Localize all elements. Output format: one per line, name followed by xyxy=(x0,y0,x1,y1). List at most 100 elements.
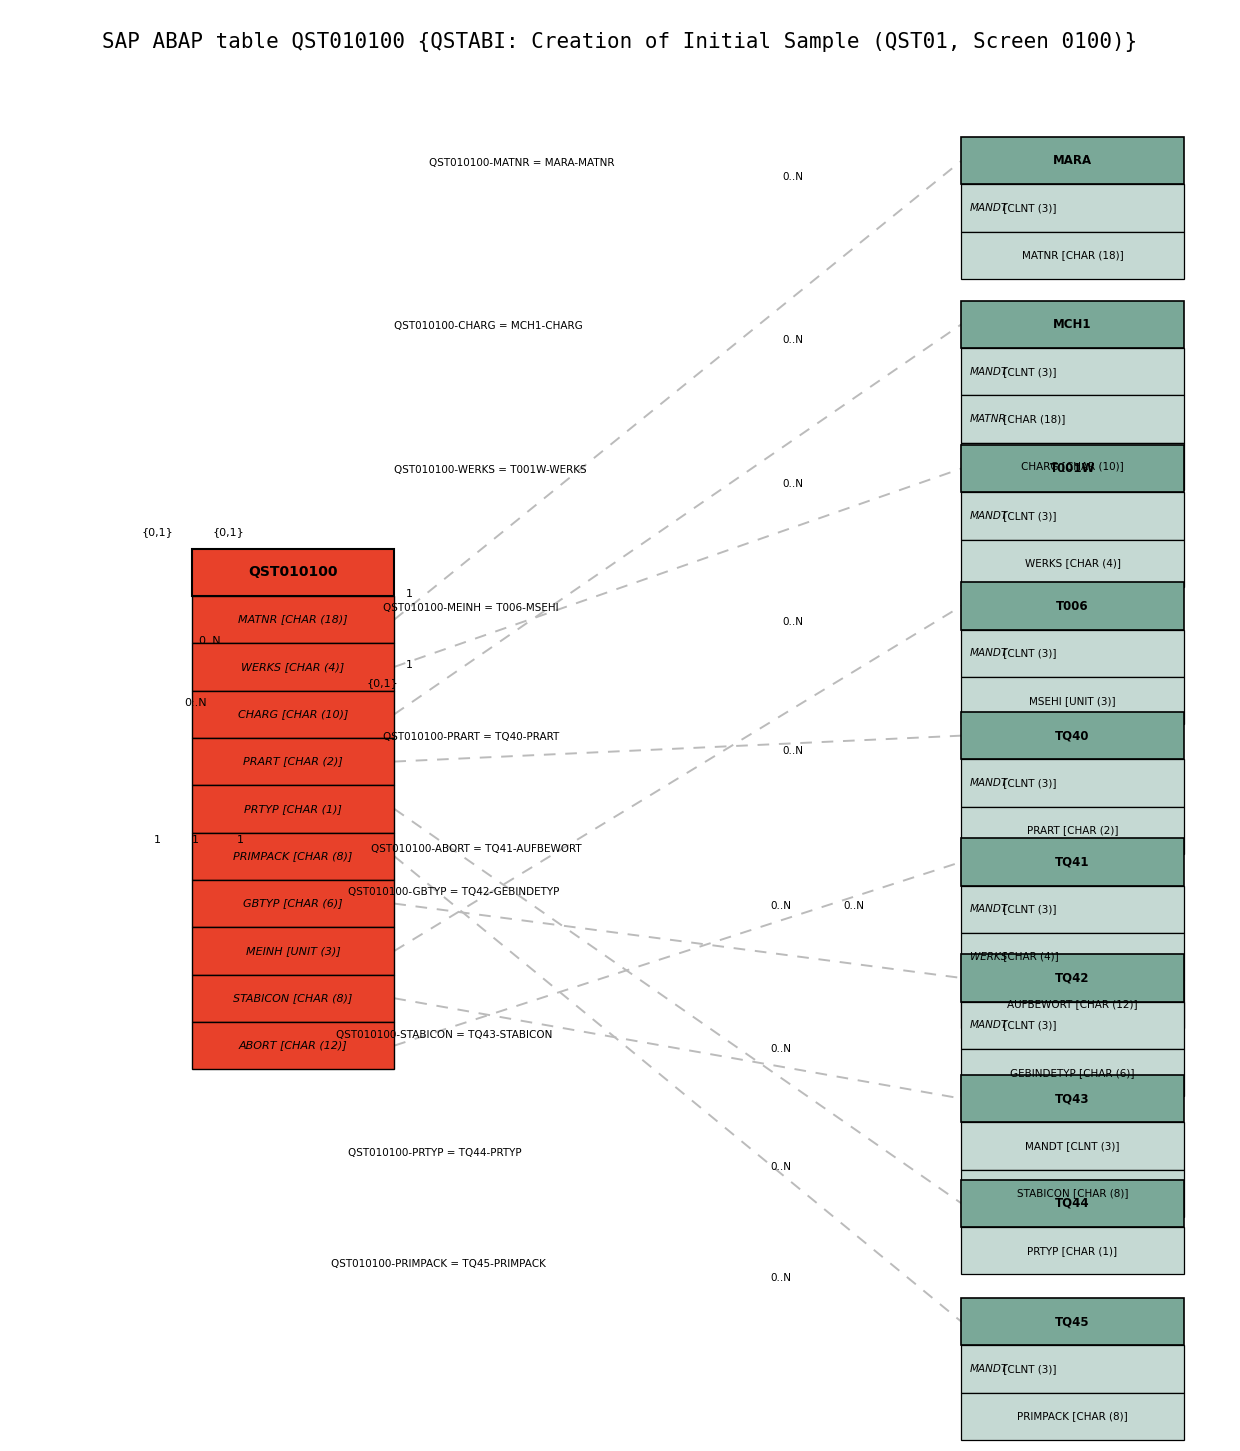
FancyBboxPatch shape xyxy=(961,395,1184,443)
FancyBboxPatch shape xyxy=(961,630,1184,678)
Text: TQ41: TQ41 xyxy=(1055,856,1090,868)
FancyBboxPatch shape xyxy=(192,596,394,643)
Text: [CLNT (3)]: [CLNT (3)] xyxy=(999,1364,1056,1374)
FancyBboxPatch shape xyxy=(192,879,394,927)
FancyBboxPatch shape xyxy=(192,785,394,833)
Text: [CHAR (18)]: [CHAR (18)] xyxy=(999,414,1065,424)
FancyBboxPatch shape xyxy=(961,981,1184,1027)
Text: 0..N: 0..N xyxy=(782,617,804,627)
FancyBboxPatch shape xyxy=(961,678,1184,724)
Text: STABICON [CHAR (8)]: STABICON [CHAR (8)] xyxy=(233,994,352,1003)
FancyBboxPatch shape xyxy=(192,975,394,1022)
Text: [CLNT (3)]: [CLNT (3)] xyxy=(999,367,1056,377)
FancyBboxPatch shape xyxy=(192,833,394,879)
FancyBboxPatch shape xyxy=(961,300,1184,348)
FancyBboxPatch shape xyxy=(192,691,394,739)
Text: QST010100-MEINH = T006-MSEHI: QST010100-MEINH = T006-MSEHI xyxy=(383,602,558,612)
FancyBboxPatch shape xyxy=(961,1345,1184,1393)
Text: 0..N: 0..N xyxy=(782,746,804,756)
FancyBboxPatch shape xyxy=(961,1001,1184,1049)
Text: GEBINDETYP [CHAR (6)]: GEBINDETYP [CHAR (6)] xyxy=(1011,1068,1135,1078)
Text: AUFBEWORT [CHAR (12)]: AUFBEWORT [CHAR (12)] xyxy=(1007,998,1138,1008)
Text: WERKS [CHAR (4)]: WERKS [CHAR (4)] xyxy=(1024,559,1121,569)
FancyBboxPatch shape xyxy=(961,933,1184,981)
FancyBboxPatch shape xyxy=(961,885,1184,933)
Text: MEINH [UNIT (3)]: MEINH [UNIT (3)] xyxy=(246,946,341,956)
Text: 0..N: 0..N xyxy=(770,901,791,911)
Text: 0..N: 0..N xyxy=(770,1043,791,1053)
Text: {0,1}: {0,1} xyxy=(141,527,172,537)
Text: QST010100-PRIMPACK = TQ45-PRIMPACK: QST010100-PRIMPACK = TQ45-PRIMPACK xyxy=(331,1259,546,1268)
Text: [CLNT (3)]: [CLNT (3)] xyxy=(999,904,1056,914)
Text: TQ40: TQ40 xyxy=(1055,730,1090,741)
FancyBboxPatch shape xyxy=(961,1170,1184,1217)
FancyBboxPatch shape xyxy=(192,1022,394,1069)
Text: [CLNT (3)]: [CLNT (3)] xyxy=(999,649,1056,659)
FancyBboxPatch shape xyxy=(961,443,1184,490)
FancyBboxPatch shape xyxy=(961,1049,1184,1097)
Text: 0..N: 0..N xyxy=(770,1162,791,1172)
Text: QST010100-WERKS = T001W-WERKS: QST010100-WERKS = T001W-WERKS xyxy=(394,466,587,476)
FancyBboxPatch shape xyxy=(192,739,394,785)
Text: QST010100-ABORT = TQ41-AUFBEWORT: QST010100-ABORT = TQ41-AUFBEWORT xyxy=(371,844,582,855)
Text: MANDT: MANDT xyxy=(970,1364,1008,1374)
Text: 1: 1 xyxy=(237,836,244,846)
Text: SAP ABAP table QST010100 {QSTABI: Creation of Initial Sample (QST01, Screen 0100: SAP ABAP table QST010100 {QSTABI: Creati… xyxy=(103,32,1137,52)
FancyBboxPatch shape xyxy=(192,927,394,975)
Text: MANDT: MANDT xyxy=(970,649,1008,659)
FancyBboxPatch shape xyxy=(961,348,1184,395)
Text: MANDT: MANDT xyxy=(970,511,1008,521)
Text: MANDT: MANDT xyxy=(970,367,1008,377)
Text: CHARG [CHAR (10)]: CHARG [CHAR (10)] xyxy=(238,710,348,720)
Text: PRIMPACK [CHAR (8)]: PRIMPACK [CHAR (8)] xyxy=(233,852,352,862)
FancyBboxPatch shape xyxy=(961,1299,1184,1345)
Text: PRART [CHAR (2)]: PRART [CHAR (2)] xyxy=(243,756,343,766)
Text: WERKS [CHAR (4)]: WERKS [CHAR (4)] xyxy=(242,662,345,672)
FancyBboxPatch shape xyxy=(961,184,1184,232)
Text: 1: 1 xyxy=(192,836,198,846)
Text: MANDT: MANDT xyxy=(970,778,1008,788)
Text: QST010100-PRTYP = TQ44-PRTYP: QST010100-PRTYP = TQ44-PRTYP xyxy=(348,1148,522,1158)
Text: MATNR: MATNR xyxy=(970,414,1007,424)
FancyBboxPatch shape xyxy=(961,712,1184,759)
Text: MANDT: MANDT xyxy=(970,1020,1008,1030)
FancyBboxPatch shape xyxy=(961,807,1184,855)
Text: TQ42: TQ42 xyxy=(1055,972,1090,984)
Text: QST010100-PRART = TQ40-PRART: QST010100-PRART = TQ40-PRART xyxy=(383,733,559,743)
FancyBboxPatch shape xyxy=(961,955,1184,1001)
Text: MANDT [CLNT (3)]: MANDT [CLNT (3)] xyxy=(1025,1140,1120,1151)
Text: QST010100: QST010100 xyxy=(248,566,337,579)
FancyBboxPatch shape xyxy=(961,759,1184,807)
Text: MCH1: MCH1 xyxy=(1053,318,1091,331)
Text: TQ43: TQ43 xyxy=(1055,1093,1090,1106)
Text: TQ44: TQ44 xyxy=(1055,1197,1090,1210)
Text: QST010100-MATNR = MARA-MATNR: QST010100-MATNR = MARA-MATNR xyxy=(429,158,615,168)
FancyBboxPatch shape xyxy=(192,548,394,596)
Text: [CLNT (3)]: [CLNT (3)] xyxy=(999,511,1056,521)
Text: 0..N: 0..N xyxy=(198,636,221,646)
Text: MARA: MARA xyxy=(1053,154,1092,167)
Text: [CHAR (4)]: [CHAR (4)] xyxy=(999,952,1059,962)
Text: [CLNT (3)]: [CLNT (3)] xyxy=(999,203,1056,213)
Text: MATNR [CHAR (18)]: MATNR [CHAR (18)] xyxy=(238,615,348,624)
FancyBboxPatch shape xyxy=(961,1180,1184,1228)
Text: 0..N: 0..N xyxy=(843,901,864,911)
Text: T001W: T001W xyxy=(1050,461,1095,474)
Text: 0..N: 0..N xyxy=(782,335,804,345)
FancyBboxPatch shape xyxy=(961,1075,1184,1122)
FancyBboxPatch shape xyxy=(961,492,1184,540)
Text: {0,1}: {0,1} xyxy=(367,678,398,688)
Text: 0..N: 0..N xyxy=(782,479,804,489)
Text: QST010100-GBTYP = TQ42-GEBINDETYP: QST010100-GBTYP = TQ42-GEBINDETYP xyxy=(348,887,559,897)
FancyBboxPatch shape xyxy=(961,1228,1184,1274)
Text: {0,1}: {0,1} xyxy=(213,527,244,537)
Text: TQ45: TQ45 xyxy=(1055,1315,1090,1328)
Text: GBTYP [CHAR (6)]: GBTYP [CHAR (6)] xyxy=(243,898,342,908)
Text: [CLNT (3)]: [CLNT (3)] xyxy=(999,778,1056,788)
Text: PRIMPACK [CHAR (8)]: PRIMPACK [CHAR (8)] xyxy=(1017,1412,1128,1422)
Text: ABORT [CHAR (12)]: ABORT [CHAR (12)] xyxy=(238,1040,347,1051)
Text: [CLNT (3)]: [CLNT (3)] xyxy=(999,1020,1056,1030)
Text: QST010100-CHARG = MCH1-CHARG: QST010100-CHARG = MCH1-CHARG xyxy=(394,321,583,331)
Text: WERKS: WERKS xyxy=(970,952,1007,962)
Text: MATNR [CHAR (18)]: MATNR [CHAR (18)] xyxy=(1022,251,1123,261)
